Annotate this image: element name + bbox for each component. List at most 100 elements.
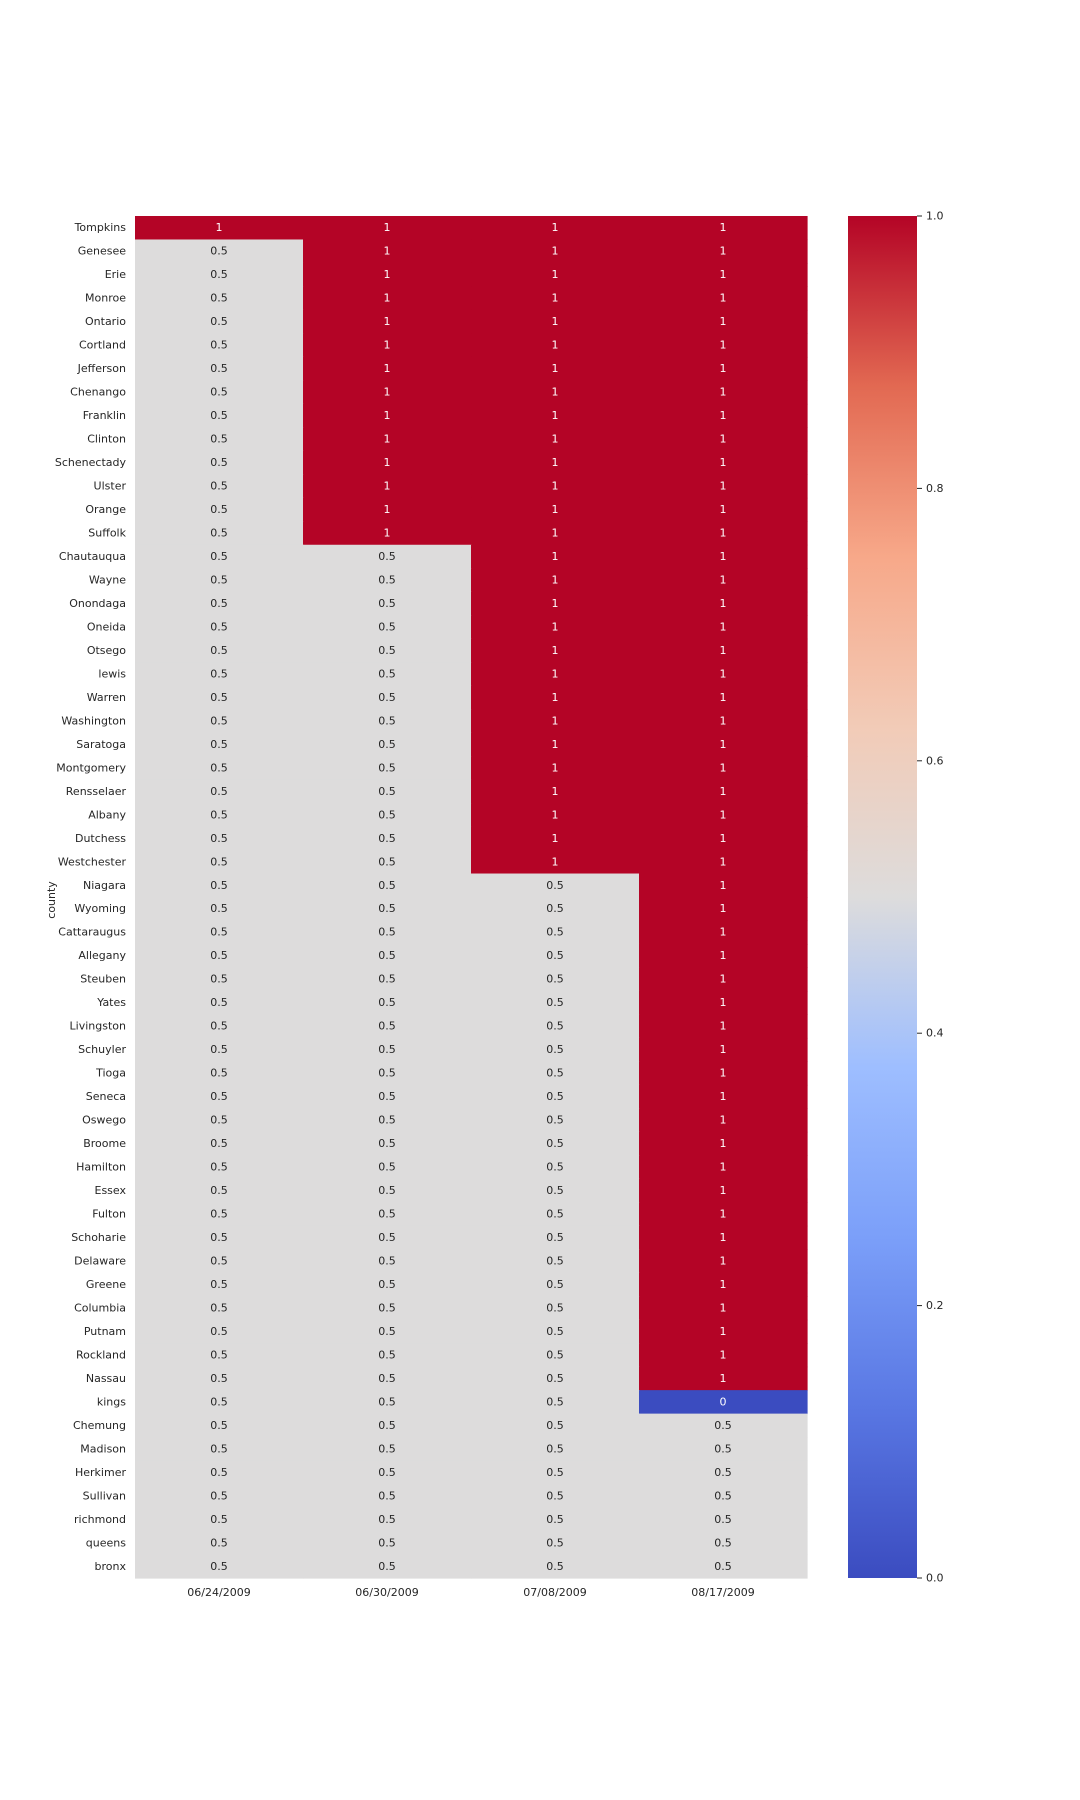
cell-value-label: 0.5 — [210, 339, 228, 352]
heatmap-cell — [639, 1390, 808, 1415]
cell-value-label: 1 — [720, 409, 727, 422]
cell-value-label: 0.5 — [546, 1090, 564, 1103]
y-tick-label: Dutchess — [75, 832, 126, 845]
cell-value-label: 1 — [384, 315, 391, 328]
y-tick-label: Saratoga — [76, 738, 126, 751]
heatmap-cell — [471, 1108, 640, 1133]
cell-value-label: 1 — [384, 221, 391, 234]
heatmap-cell — [639, 732, 808, 757]
cell-value-label: 0.5 — [210, 926, 228, 939]
heatmap-cell — [135, 262, 304, 288]
heatmap-cell — [639, 873, 808, 898]
cell-value-label: 0.5 — [378, 597, 396, 610]
cell-value-label: 0.5 — [546, 1536, 564, 1549]
y-tick-label: bronx — [95, 1560, 127, 1573]
y-tick-label: Delaware — [74, 1254, 126, 1267]
cell-value-label: 1 — [720, 433, 727, 446]
heatmap-cell — [135, 239, 304, 264]
cell-value-label: 0.5 — [378, 879, 396, 892]
cell-value-label: 1 — [720, 1231, 727, 1244]
cell-value-label: 0.5 — [378, 1419, 396, 1432]
cell-value-label: 0.5 — [210, 1536, 228, 1549]
heatmap-cell — [303, 427, 472, 452]
x-tick-label: 06/24/2009 — [187, 1586, 250, 1599]
cell-value-label: 0.5 — [546, 879, 564, 892]
y-tick-label: kings — [97, 1395, 126, 1408]
cell-value-label: 1 — [720, 949, 727, 962]
cell-value-label: 1 — [720, 667, 727, 680]
cell-value-label: 0.5 — [210, 503, 228, 516]
heatmap-cell — [471, 1155, 640, 1180]
heatmap-cell — [135, 1272, 304, 1297]
y-tick-label: Fulton — [92, 1208, 126, 1221]
heatmap-cell — [471, 309, 640, 335]
heatmap-cell — [471, 1484, 640, 1509]
cell-value-label: 1 — [720, 315, 727, 328]
heatmap-cell — [135, 544, 304, 569]
cell-value-label: 0.5 — [546, 1278, 564, 1291]
cell-value-label: 1 — [720, 292, 727, 305]
heatmap-cell — [639, 262, 808, 288]
heatmap-cell — [639, 1249, 808, 1274]
heatmap-cell — [471, 873, 640, 898]
heatmap-cell — [639, 779, 808, 804]
y-tick-label: Steuben — [80, 973, 126, 986]
cell-value-label: 0.5 — [714, 1513, 732, 1526]
y-tick-labels: Tompkins Genesee Erie Monroe Ontario Cortland… — [55, 221, 127, 1573]
heatmap-cell — [471, 356, 640, 381]
cell-value-label: 0.5 — [546, 949, 564, 962]
y-tick-label: Broome — [83, 1137, 126, 1150]
heatmap-cell — [135, 1037, 304, 1062]
heatmap-cell — [639, 286, 808, 311]
heatmap-cell — [639, 239, 808, 264]
cell-value-label: 0.5 — [714, 1442, 732, 1455]
y-tick-label: Orange — [85, 503, 126, 516]
cell-value-label: 0.5 — [378, 1090, 396, 1103]
heatmap-cell — [303, 662, 472, 687]
heatmap-cell — [135, 1178, 304, 1203]
y-tick-label: Tompkins — [74, 221, 127, 234]
cell-value-label: 1 — [720, 1161, 727, 1174]
cell-value-label: 1 — [720, 386, 727, 399]
cell-value-label: 0.5 — [714, 1560, 732, 1573]
cell-value-label: 0.5 — [546, 1114, 564, 1127]
cell-value-label: 1 — [720, 221, 727, 234]
heatmap-cell — [471, 1390, 640, 1415]
cell-value-label: 0.5 — [210, 973, 228, 986]
cell-value-label: 0.5 — [546, 1395, 564, 1408]
heatmap-cell — [303, 239, 472, 264]
heatmap-cell — [639, 356, 808, 381]
cell-value-label: 1 — [552, 433, 559, 446]
heatmap-cell — [303, 920, 472, 945]
heatmap-cell — [135, 1531, 304, 1556]
cell-value-label: 1 — [720, 832, 727, 845]
cell-value-label: 1 — [552, 292, 559, 305]
y-tick-label: Wyoming — [74, 902, 126, 915]
cell-value-label: 0.5 — [546, 1489, 564, 1502]
heatmap-cell — [135, 1249, 304, 1274]
heatmap-cell — [303, 262, 472, 288]
heatmap-cell — [639, 615, 808, 640]
cell-value-label: 0.5 — [546, 1372, 564, 1385]
cell-value-label: 0.5 — [378, 1043, 396, 1056]
heatmap-cell — [303, 403, 472, 428]
heatmap-cell — [135, 1084, 304, 1109]
heatmap-cell — [135, 1108, 304, 1133]
heatmap-cell — [303, 1554, 472, 1579]
y-tick-label: Sullivan — [83, 1489, 126, 1502]
heatmap-cell — [303, 333, 472, 358]
cell-value-label: 1 — [720, 761, 727, 774]
heatmap-cell — [303, 1249, 472, 1274]
cell-value-label: 1 — [720, 620, 727, 633]
heatmap-cell — [303, 826, 472, 851]
cell-value-label: 1 — [720, 245, 727, 258]
y-tick-label: Ulster — [94, 480, 127, 493]
heatmap-cell — [639, 920, 808, 945]
cell-value-label: 0.5 — [546, 1137, 564, 1150]
cell-value-label: 1 — [720, 1254, 727, 1267]
cell-value-label: 1 — [552, 480, 559, 493]
cell-value-label: 1 — [720, 1090, 727, 1103]
cell-value-label: 1 — [552, 644, 559, 657]
cell-value-label: 1 — [552, 597, 559, 610]
